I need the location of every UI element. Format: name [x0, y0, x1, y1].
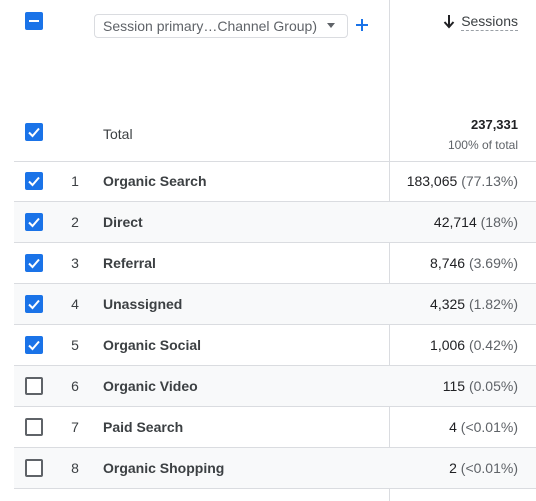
- plus-icon: [356, 19, 368, 31]
- row-checkbox[interactable]: [25, 459, 43, 477]
- table-row[interactable]: 6 Organic Video 115 (0.05%): [14, 366, 536, 407]
- row-sessions-percent: (1.82%): [468, 296, 518, 312]
- row-sessions-count: 183,065: [406, 173, 458, 189]
- sessions-column-label: Sessions: [461, 13, 518, 31]
- sessions-column-header[interactable]: Sessions: [443, 13, 518, 31]
- checkmark-icon: [28, 127, 40, 138]
- row-sessions-value: 183,065 (77.13%): [407, 173, 518, 189]
- row-sessions-value: 4,325 (1.82%): [430, 296, 518, 312]
- row-sessions-count: 115: [442, 378, 466, 394]
- total-percent: 100% of total: [447, 138, 518, 152]
- row-sessions-percent: (18%): [480, 214, 518, 230]
- row-index: 1: [71, 173, 79, 189]
- checkmark-icon: [28, 258, 40, 269]
- row-checkbox[interactable]: [25, 213, 43, 231]
- row-index: 6: [71, 378, 79, 394]
- row-checkbox[interactable]: [25, 377, 43, 395]
- row-sessions-percent: (3.69%): [468, 255, 518, 271]
- row-sessions-value: 4 (<0.01%): [449, 419, 518, 435]
- checkmark-icon: [28, 176, 40, 187]
- total-label: Total: [103, 126, 133, 142]
- row-index: 3: [71, 255, 79, 271]
- row-channel-name: Organic Shopping: [103, 460, 225, 476]
- row-channel-name: Paid Search: [103, 419, 184, 435]
- table-row[interactable]: 5 Organic Social 1,006 (0.42%): [14, 325, 536, 366]
- row-index: 7: [71, 419, 79, 435]
- total-checkbox[interactable]: [25, 123, 43, 141]
- row-checkbox[interactable]: [25, 172, 43, 190]
- table-row[interactable]: 7 Paid Search 4 (<0.01%): [14, 407, 536, 448]
- row-sessions-value: 115 (0.05%): [443, 378, 518, 394]
- row-checkbox[interactable]: [25, 336, 43, 354]
- row-checkbox[interactable]: [25, 295, 43, 313]
- table-row[interactable]: 8 Organic Shopping 2 (<0.01%): [14, 448, 536, 489]
- table-row[interactable]: 2 Direct 42,714 (18%): [14, 202, 536, 243]
- row-sessions-percent: (<0.01%): [460, 419, 518, 435]
- row-checkbox[interactable]: [25, 418, 43, 436]
- row-sessions-value: 1,006 (0.42%): [430, 337, 518, 353]
- row-sessions-value: 42,714 (18%): [434, 214, 518, 230]
- total-value: 237,331: [471, 117, 518, 132]
- chevron-down-icon: [327, 23, 335, 28]
- row-channel-name: Organic Search: [103, 173, 207, 189]
- add-dimension-button[interactable]: [354, 15, 370, 35]
- indeterminate-icon: [29, 20, 39, 22]
- row-index: 5: [71, 337, 79, 353]
- row-sessions-count: 2: [449, 460, 457, 476]
- row-sessions-percent: (0.42%): [468, 337, 518, 353]
- row-index: 2: [71, 214, 79, 230]
- row-index: 8: [71, 460, 79, 476]
- row-sessions-percent: (77.13%): [461, 173, 518, 189]
- row-channel-name: Referral: [103, 255, 156, 271]
- row-channel-name: Direct: [103, 214, 143, 230]
- row-sessions-percent: (<0.01%): [460, 460, 518, 476]
- row-sessions-count: 8,746: [430, 255, 466, 271]
- row-sessions-count: 4,325: [430, 296, 466, 312]
- dimension-dropdown-label: Session primary…Channel Group): [103, 18, 317, 34]
- row-channel-name: Unassigned: [103, 296, 183, 312]
- row-sessions-count: 42,714: [433, 214, 477, 230]
- row-sessions-value: 8,746 (3.69%): [430, 255, 518, 271]
- checkmark-icon: [28, 299, 40, 310]
- column-divider: [389, 0, 390, 501]
- total-row: Total 237,331 100% of total: [14, 100, 536, 162]
- row-index: 4: [71, 296, 79, 312]
- arrow-down-icon: [443, 15, 455, 29]
- row-channel-name: Organic Video: [103, 378, 198, 394]
- row-sessions-count: 4: [449, 419, 457, 435]
- table-row[interactable]: 3 Referral 8,746 (3.69%): [14, 243, 536, 284]
- table-row[interactable]: 1 Organic Search 183,065 (77.13%): [14, 161, 536, 202]
- row-sessions-percent: (0.05%): [468, 378, 518, 394]
- checkmark-icon: [28, 340, 40, 351]
- checkmark-icon: [28, 217, 40, 228]
- row-checkbox[interactable]: [25, 254, 43, 272]
- select-all-checkbox[interactable]: [25, 12, 43, 30]
- table-row[interactable]: 4 Unassigned 4,325 (1.82%): [14, 284, 536, 325]
- row-channel-name: Organic Social: [103, 337, 202, 353]
- row-sessions-count: 1,006: [430, 337, 466, 353]
- row-sessions-value: 2 (<0.01%): [449, 460, 518, 476]
- dimension-dropdown[interactable]: Session primary…Channel Group): [94, 14, 348, 38]
